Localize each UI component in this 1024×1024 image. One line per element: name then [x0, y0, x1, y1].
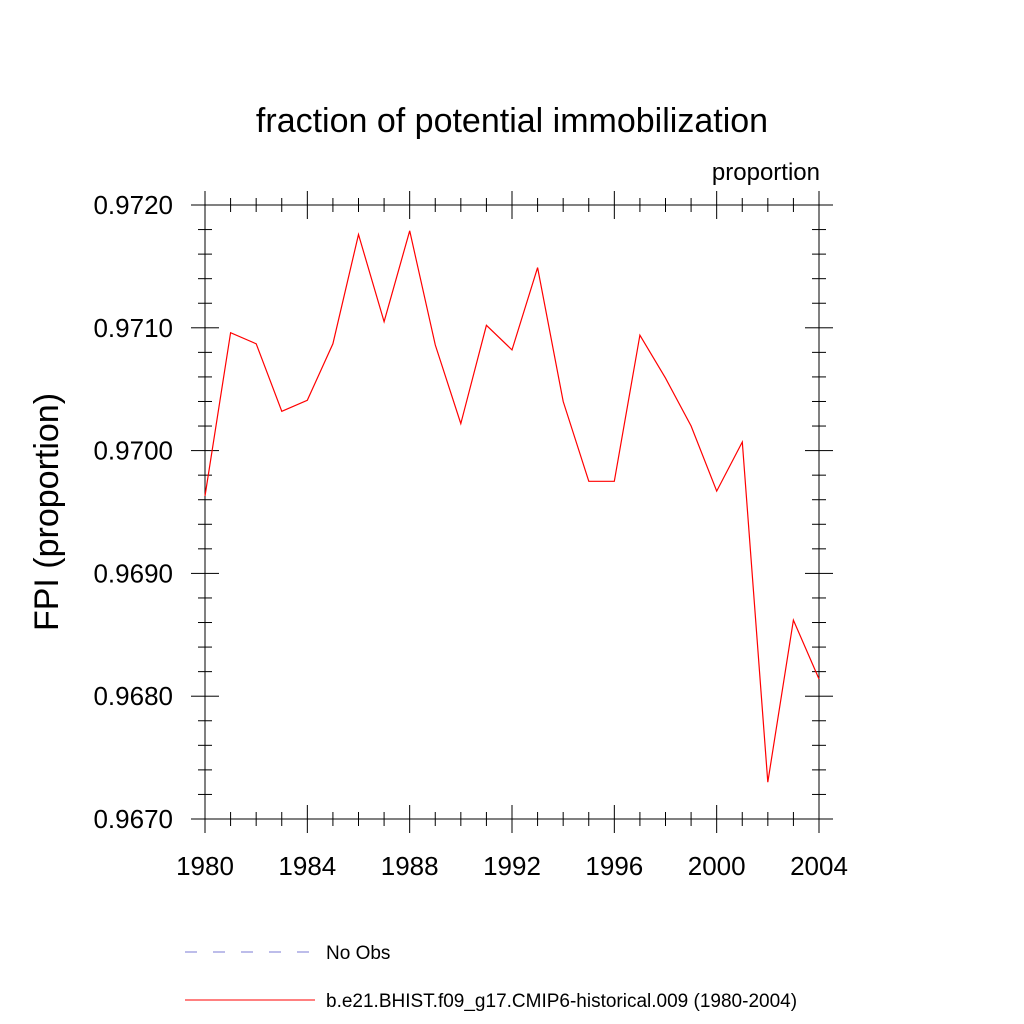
series-line — [204, 230, 820, 783]
axis-ticks — [191, 191, 833, 833]
plot-frame — [204, 204, 820, 820]
chart-title: fraction of potential immobilization — [256, 102, 768, 140]
units-label: proportion — [712, 159, 820, 186]
data-point — [254, 342, 258, 346]
y-tick-label: 0.9720 — [93, 190, 173, 220]
data-point — [433, 343, 437, 347]
data-point — [791, 618, 795, 622]
data-point — [203, 494, 207, 498]
legend: No Obs b.e21.BHIST.f09_g17.CMIP6-histori… — [185, 943, 797, 1012]
data-point — [561, 399, 565, 403]
x-tick-label: 1992 — [483, 851, 541, 881]
data-point — [408, 229, 412, 233]
x-tick-label: 2004 — [790, 851, 848, 881]
y-tick-label: 0.9710 — [93, 313, 173, 343]
data-point — [612, 479, 616, 483]
y-tick-label: 0.9680 — [93, 681, 173, 711]
y-axis-label: FPI (proportion) — [28, 393, 66, 631]
series-layer — [203, 229, 821, 784]
data-point — [357, 232, 361, 236]
data-point — [536, 266, 540, 270]
data-point — [331, 342, 335, 346]
y-tick-label: 0.9700 — [93, 436, 173, 466]
x-tick-label: 1984 — [278, 851, 336, 881]
data-point — [689, 424, 693, 428]
legend-label-series: b.e21.BHIST.f09_g17.CMIP6-historical.009… — [326, 991, 797, 1012]
data-point — [459, 422, 463, 426]
x-tick-label: 1996 — [585, 851, 643, 881]
y-tick-label: 0.9670 — [93, 804, 173, 834]
data-point — [740, 440, 744, 444]
x-tick-label: 1988 — [381, 851, 439, 881]
legend-label-no-obs: No Obs — [326, 943, 390, 964]
data-point — [638, 333, 642, 337]
x-tick-label: 1980 — [176, 851, 234, 881]
data-point — [664, 376, 668, 380]
data-point — [766, 780, 770, 784]
data-point — [484, 323, 488, 327]
data-point — [587, 479, 591, 483]
data-point — [305, 398, 309, 402]
data-point — [510, 348, 514, 352]
data-point — [280, 409, 284, 413]
x-tick-label: 2000 — [688, 851, 746, 881]
axis-tick-labels: 1980 1984 1988 1992 1996 2000 2004 0.9670 0.9680… — [93, 190, 847, 881]
data-point — [817, 677, 821, 681]
data-point — [715, 489, 719, 493]
y-tick-label: 0.9690 — [93, 558, 173, 588]
data-point — [229, 331, 233, 335]
data-point — [382, 320, 386, 324]
